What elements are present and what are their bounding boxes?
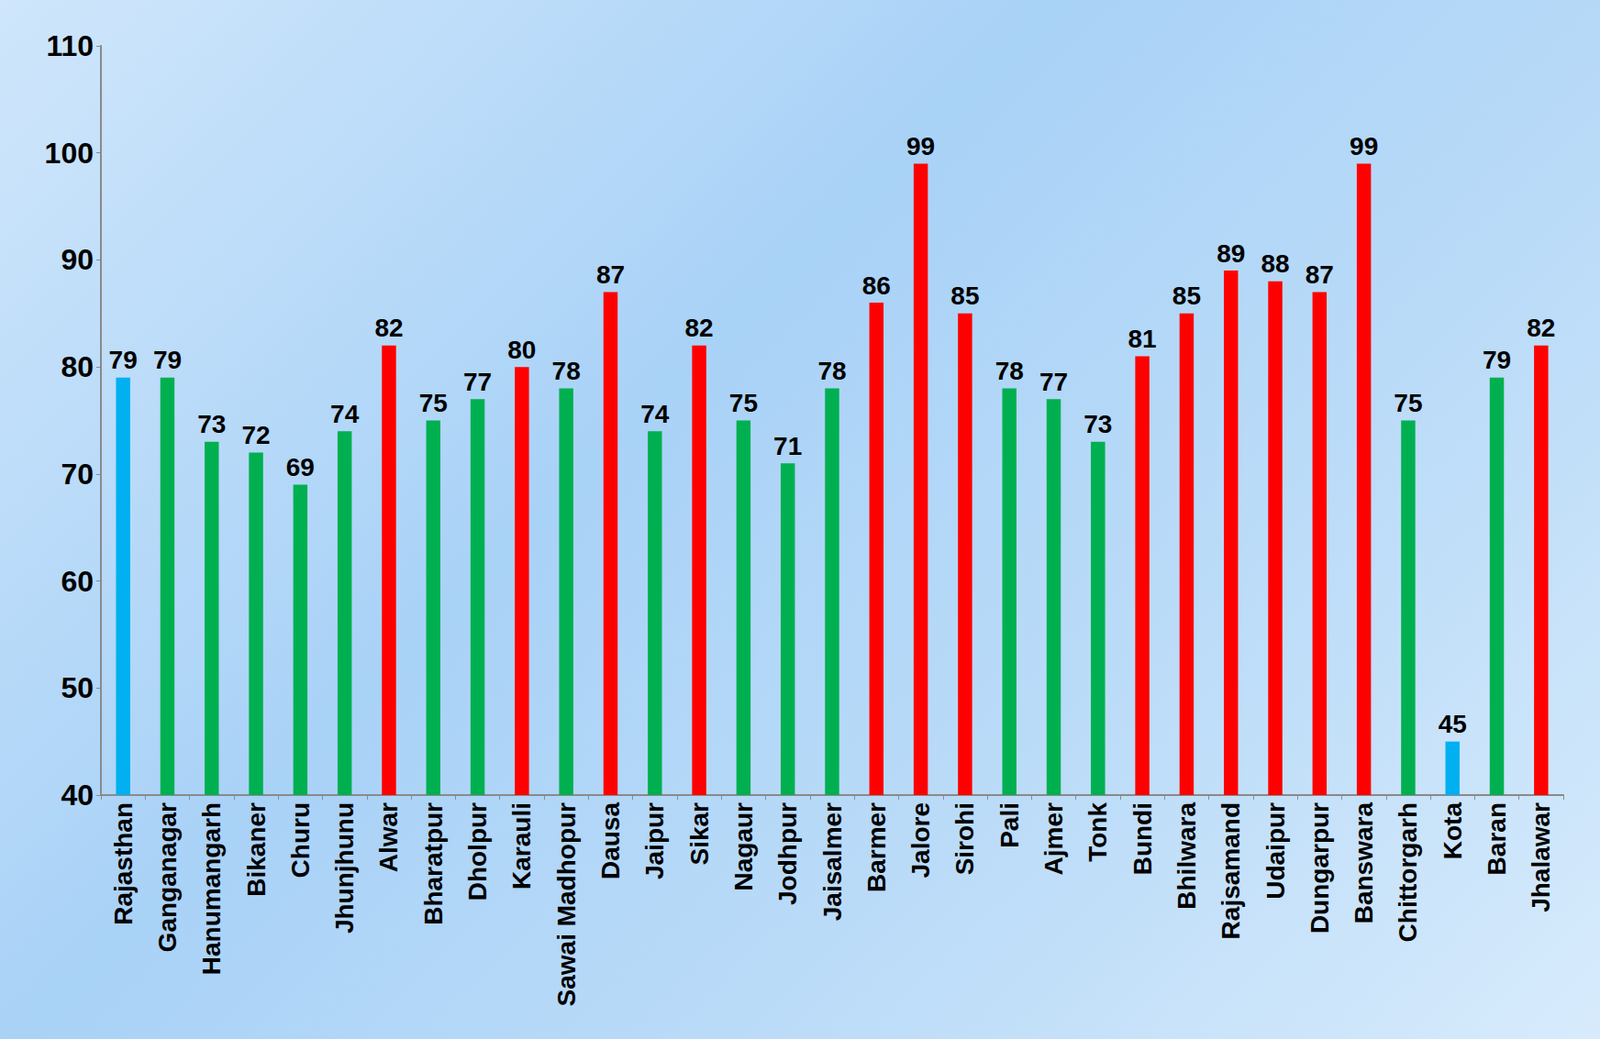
svg-text:Chittorgarh: Chittorgarh — [1393, 802, 1423, 943]
svg-text:70: 70 — [60, 457, 94, 491]
svg-text:75: 75 — [419, 388, 448, 418]
svg-text:78: 78 — [817, 356, 846, 386]
svg-text:45: 45 — [1438, 710, 1467, 739]
svg-text:81: 81 — [1128, 324, 1157, 354]
svg-text:79: 79 — [109, 345, 138, 375]
svg-text:Banswara: Banswara — [1349, 802, 1378, 925]
svg-text:Dholpur: Dholpur — [463, 802, 492, 901]
svg-text:80: 80 — [60, 350, 94, 384]
svg-text:Karauli: Karauli — [507, 802, 536, 890]
svg-text:Sawai Madhopur: Sawai Madhopur — [552, 802, 581, 1008]
svg-text:89: 89 — [1216, 239, 1245, 268]
svg-text:99: 99 — [906, 132, 935, 161]
svg-text:Jodhpur: Jodhpur — [773, 802, 802, 906]
svg-text:99: 99 — [1349, 132, 1378, 161]
svg-text:Nagaur: Nagaur — [729, 802, 758, 892]
svg-text:78: 78 — [552, 356, 581, 386]
svg-text:Jaisalmer: Jaisalmer — [818, 802, 847, 922]
svg-text:Jalore: Jalore — [906, 802, 935, 879]
svg-text:90: 90 — [60, 243, 94, 277]
svg-text:88: 88 — [1260, 249, 1289, 278]
svg-text:72: 72 — [241, 421, 270, 450]
svg-text:100: 100 — [44, 136, 94, 170]
svg-text:69: 69 — [286, 453, 315, 482]
svg-text:Sirohi: Sirohi — [950, 802, 979, 876]
svg-text:Rajsamand: Rajsamand — [1216, 802, 1245, 940]
svg-text:87: 87 — [596, 260, 625, 289]
svg-text:73: 73 — [1083, 410, 1112, 439]
svg-text:50: 50 — [60, 671, 94, 705]
svg-text:86: 86 — [862, 271, 891, 300]
svg-text:Dausa: Dausa — [596, 802, 625, 880]
svg-text:Dungarpur: Dungarpur — [1305, 802, 1334, 934]
svg-text:110: 110 — [45, 29, 94, 63]
svg-text:Jhunjhunu: Jhunjhunu — [330, 802, 359, 934]
svg-text:79: 79 — [1482, 345, 1512, 375]
svg-text:Tonk: Tonk — [1083, 802, 1112, 863]
svg-text:71: 71 — [773, 432, 802, 461]
svg-text:Barmer: Barmer — [862, 802, 891, 893]
svg-text:85: 85 — [1172, 281, 1201, 311]
svg-text:Ajmer: Ajmer — [1039, 802, 1068, 876]
svg-text:Bharatpur: Bharatpur — [419, 802, 448, 926]
svg-text:Jhalawar: Jhalawar — [1526, 802, 1556, 913]
svg-text:74: 74 — [640, 400, 670, 429]
svg-text:Udaipur: Udaipur — [1261, 802, 1290, 900]
svg-text:82: 82 — [374, 313, 403, 343]
svg-text:Sikar: Sikar — [685, 802, 714, 867]
svg-text:77: 77 — [1039, 367, 1068, 397]
svg-text:87: 87 — [1305, 260, 1334, 289]
svg-text:60: 60 — [60, 565, 94, 599]
svg-text:Ganganagar: Ganganagar — [153, 802, 182, 953]
svg-text:74: 74 — [330, 400, 360, 429]
svg-text:82: 82 — [685, 313, 714, 343]
svg-text:85: 85 — [950, 281, 979, 311]
svg-text:Bikaner: Bikaner — [242, 802, 271, 898]
svg-text:75: 75 — [729, 388, 758, 418]
svg-text:79: 79 — [153, 345, 182, 375]
svg-text:78: 78 — [995, 356, 1024, 386]
svg-text:40: 40 — [60, 778, 94, 812]
svg-text:Alwar: Alwar — [374, 802, 403, 873]
svg-text:Rajasthan: Rajasthan — [109, 802, 138, 926]
svg-text:77: 77 — [463, 367, 492, 397]
svg-text:Bhilwara: Bhilwara — [1172, 802, 1201, 911]
svg-text:Pali: Pali — [995, 802, 1024, 849]
svg-text:Kota: Kota — [1438, 802, 1467, 861]
svg-text:Churu: Churu — [286, 802, 315, 878]
svg-text:82: 82 — [1526, 313, 1556, 343]
svg-text:Jaipur: Jaipur — [640, 802, 669, 880]
svg-text:75: 75 — [1393, 388, 1423, 418]
svg-text:Bundi: Bundi — [1128, 802, 1157, 876]
svg-text:Hanumangarh: Hanumangarh — [197, 802, 226, 976]
svg-text:80: 80 — [507, 335, 536, 365]
svg-text:Baran: Baran — [1482, 802, 1512, 876]
svg-text:73: 73 — [197, 410, 226, 439]
